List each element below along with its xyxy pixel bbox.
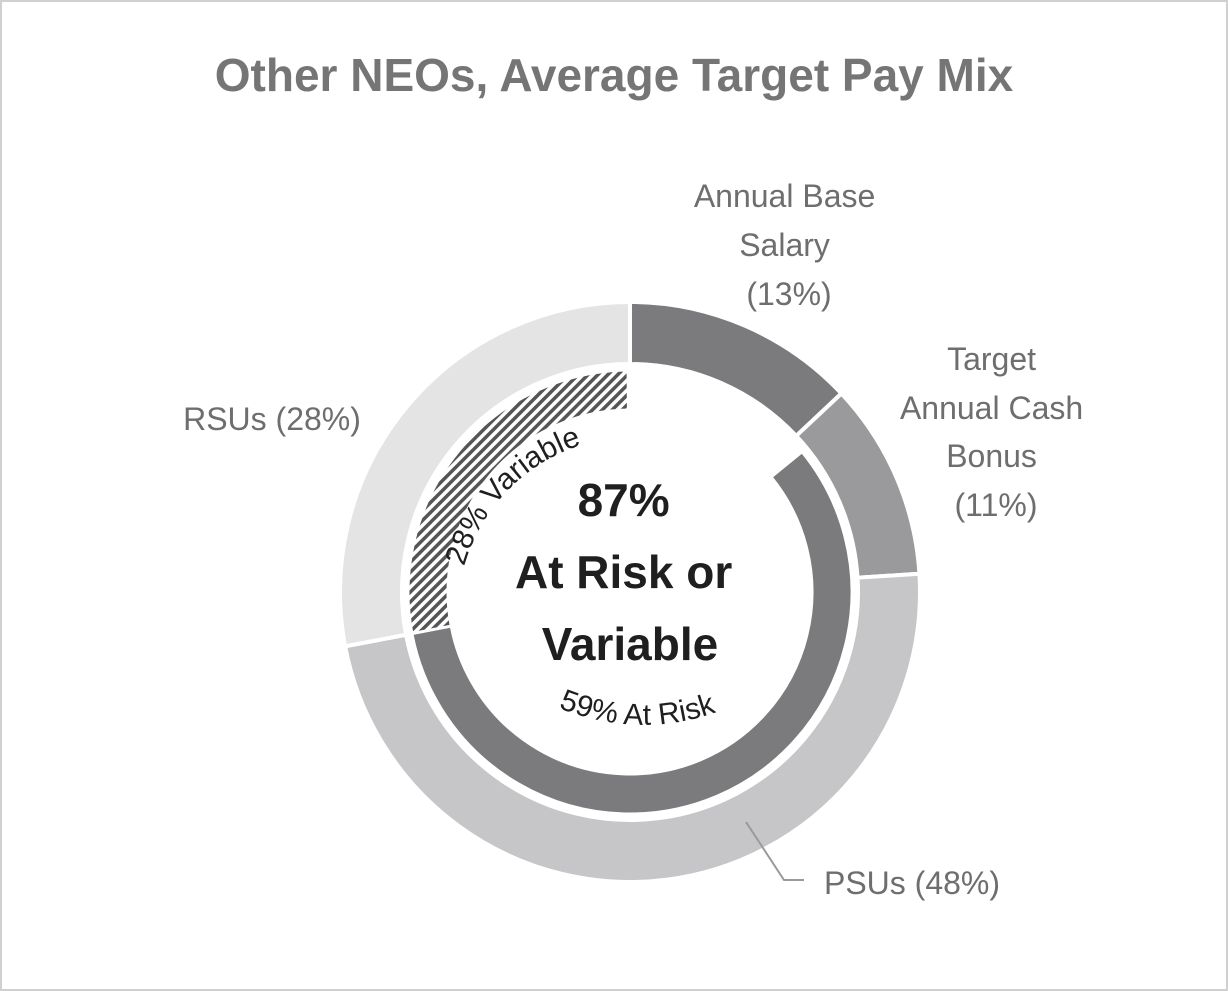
outer-slice-3 <box>338 299 632 649</box>
outer-slice-0 <box>628 299 845 439</box>
label-59-at-risk: 59% At Risk <box>556 684 720 732</box>
outer-ring <box>338 299 922 884</box>
label-annual-base-salary: Annual Base Salary (13%) <box>694 178 884 312</box>
center-summary: 87% At Risk or Variable <box>515 474 745 670</box>
inner-slice-variable <box>406 368 630 636</box>
label-target-annual-cash-bonus: Target Annual Cash Bonus (11%) <box>900 341 1092 523</box>
label-psus: PSUs (48%) <box>824 865 1000 901</box>
psus-leader-line <box>745 821 804 881</box>
inner-ring <box>406 368 854 816</box>
chart-title: Other NEOs, Average Target Pay Mix <box>214 49 1014 101</box>
label-rsus: RSUs (28%) <box>183 401 361 437</box>
outer-slice-2 <box>342 571 922 884</box>
